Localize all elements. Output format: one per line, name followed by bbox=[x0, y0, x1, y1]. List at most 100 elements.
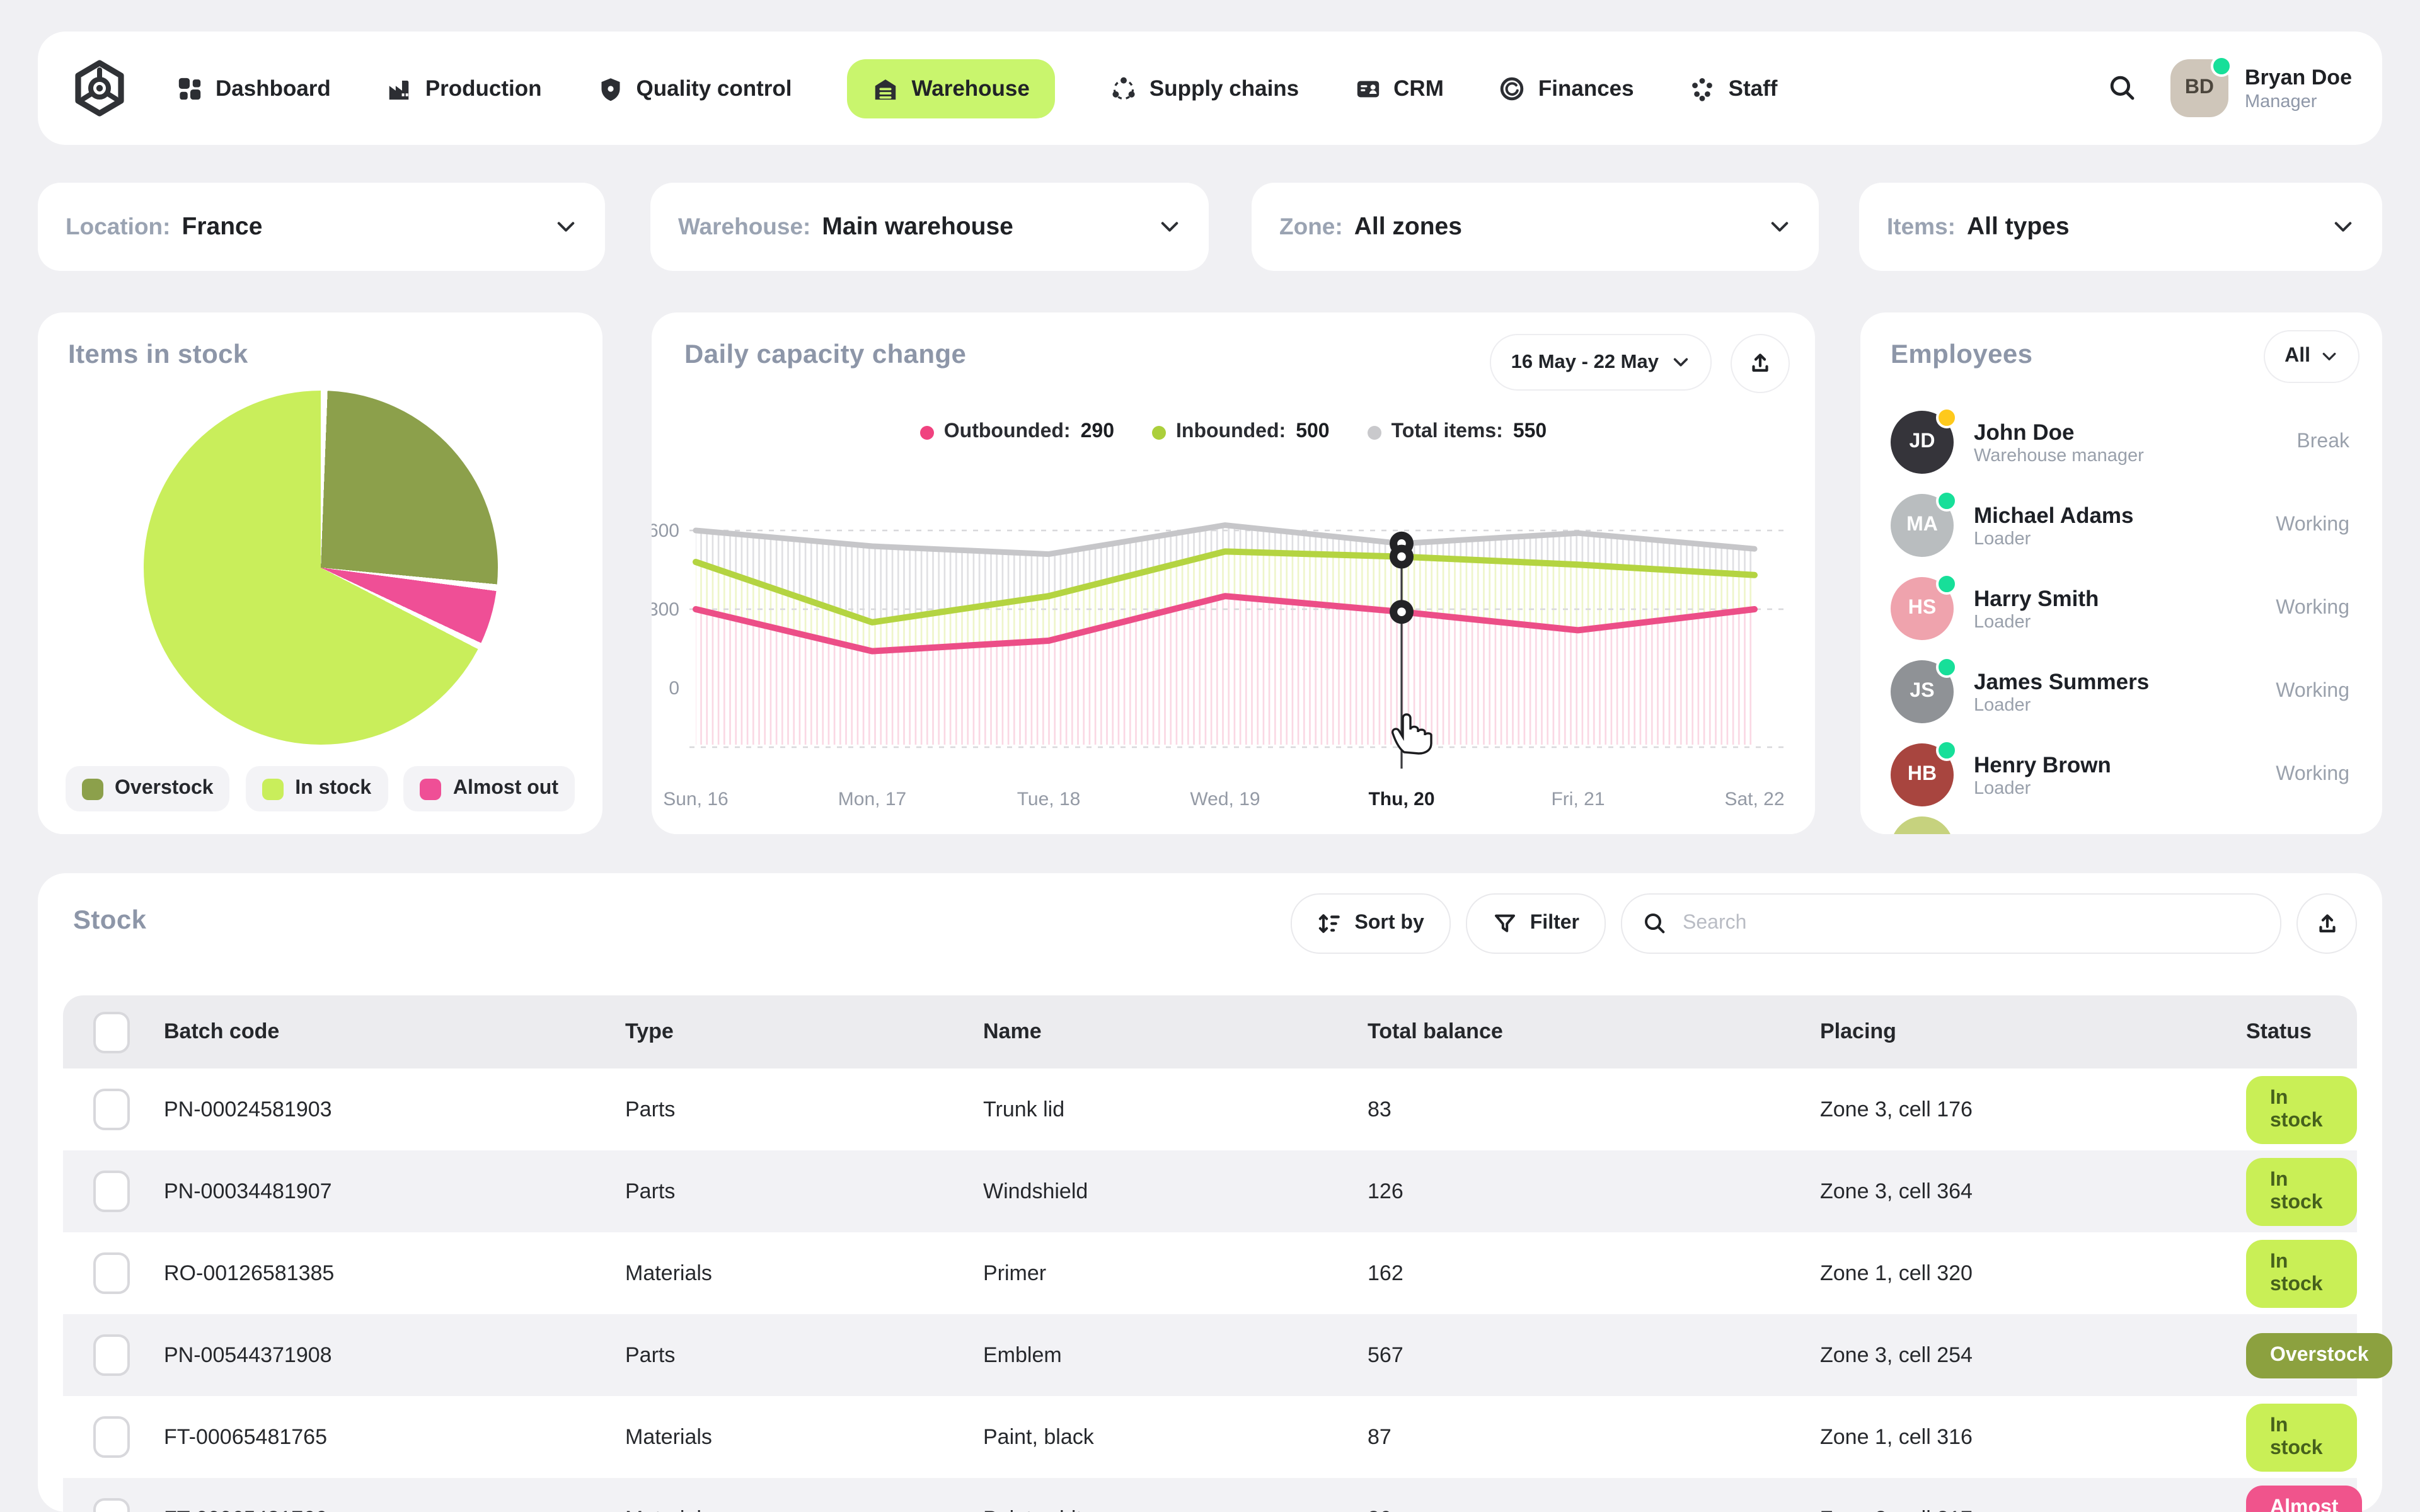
filter-value: All zones bbox=[1354, 212, 1462, 240]
nav-item-label: Dashboard bbox=[216, 75, 331, 100]
cell-name: Emblem bbox=[983, 1343, 1062, 1366]
date-range-value: 16 May - 22 May bbox=[1511, 351, 1659, 372]
cell-batch: FT-00065481765 bbox=[164, 1424, 327, 1448]
row-checkbox[interactable] bbox=[93, 1089, 130, 1130]
employee-role: Loader bbox=[1974, 612, 2031, 633]
export-table-button[interactable] bbox=[2296, 893, 2357, 954]
employees-filter-select[interactable]: All bbox=[2263, 330, 2360, 383]
row-checkbox[interactable] bbox=[93, 1334, 130, 1376]
nav-item-dashboard[interactable]: Dashboard bbox=[176, 75, 331, 101]
filter-items[interactable]: Items: All types bbox=[1859, 183, 2382, 271]
cell-balance: 126 bbox=[1368, 1179, 1403, 1203]
row-checkbox[interactable] bbox=[93, 1498, 130, 1512]
chevron-down-icon bbox=[1673, 358, 1688, 367]
filter-label: Warehouse: bbox=[678, 213, 811, 239]
cell-balance: 567 bbox=[1368, 1343, 1403, 1366]
legend-item-overstock: Overstock bbox=[66, 766, 230, 811]
select-all-checkbox[interactable] bbox=[93, 1011, 130, 1053]
nav-item-label: Quality control bbox=[636, 75, 792, 100]
stock-table: Batch code Type Name Total balance Placi… bbox=[63, 995, 2393, 1512]
cell-type: Parts bbox=[625, 1343, 676, 1366]
row-checkbox[interactable] bbox=[93, 1416, 130, 1458]
cell-batch: PN-00544371908 bbox=[164, 1343, 332, 1366]
cell-balance: 87 bbox=[1368, 1424, 1392, 1448]
nav-item-quality-control[interactable]: Quality control bbox=[597, 75, 792, 101]
table-row[interactable]: PN-00024581903 Parts Trunk lid 83 Zone 3… bbox=[63, 1068, 2357, 1150]
nav-item-warehouse[interactable]: Warehouse bbox=[847, 59, 1055, 118]
app-logo-icon[interactable] bbox=[71, 59, 129, 117]
avatar: MA bbox=[1891, 490, 1957, 557]
card-title: Daily capacity change bbox=[684, 340, 967, 369]
filter-button[interactable]: Filter bbox=[1465, 893, 1606, 954]
table-row[interactable]: FT-00065481766 Materials Paint, white 26… bbox=[63, 1478, 2363, 1512]
dashboard-icon bbox=[178, 77, 201, 100]
chevron-down-icon bbox=[1771, 222, 1789, 232]
employee-row[interactable]: HS Harry Smith Loader Working bbox=[1860, 567, 2382, 650]
status-badge: In stock bbox=[2246, 1075, 2357, 1143]
export-chart-button[interactable] bbox=[1731, 334, 1790, 393]
status-badge: In stock bbox=[2246, 1403, 2357, 1471]
row-checkbox[interactable] bbox=[93, 1171, 130, 1212]
employee-row[interactable]: JS James Summers Loader Working bbox=[1860, 650, 2382, 733]
stock-pie-chart bbox=[144, 391, 498, 745]
employee-row[interactable]: MA Michael Adams Loader Working bbox=[1860, 484, 2382, 567]
filter-value: All types bbox=[1967, 212, 2070, 240]
employee-status: Break bbox=[2296, 431, 2349, 452]
date-range-select[interactable]: 16 May - 22 May bbox=[1489, 334, 1712, 391]
employee-role: Loader bbox=[1974, 529, 2031, 550]
almostout-swatch bbox=[420, 778, 442, 799]
cell-batch: FT-00065481766 bbox=[164, 1506, 625, 1512]
user-chip[interactable]: BD Bryan Doe Manager bbox=[2170, 55, 2352, 117]
cell-type: Materials bbox=[625, 1424, 712, 1448]
nav-item-production[interactable]: Production bbox=[386, 75, 542, 101]
cell-balance: 26 bbox=[1368, 1506, 1820, 1512]
filter-warehouse[interactable]: Warehouse: Main warehouse bbox=[650, 183, 1209, 271]
card-title: Items in stock bbox=[68, 340, 248, 369]
legend-item-instock: In stock bbox=[246, 766, 388, 811]
table-row[interactable]: RO-00126581385 Materials Primer 162 Zone… bbox=[63, 1232, 2357, 1314]
filter-zone[interactable]: Zone: All zones bbox=[1252, 183, 1819, 271]
svg-text:300: 300 bbox=[652, 599, 679, 620]
sort-by-button[interactable]: Sort by bbox=[1290, 893, 1451, 954]
row-checkbox[interactable] bbox=[93, 1252, 130, 1294]
employee-row[interactable]: JD John Doe Warehouse manager Break bbox=[1860, 401, 2382, 484]
legend-inbounded: Inbounded: 500 bbox=[1152, 421, 1330, 444]
cell-balance: 162 bbox=[1368, 1261, 1403, 1285]
upload-icon bbox=[1752, 353, 1768, 372]
cell-type: Parts bbox=[625, 1179, 676, 1203]
nav-menu: Dashboard Production Quality control bbox=[176, 59, 1777, 118]
nav-item-supply-chains[interactable]: Supply chains bbox=[1110, 75, 1299, 101]
nav-item-crm[interactable]: CRM bbox=[1354, 75, 1444, 101]
nav-item-finances[interactable]: Finances bbox=[1499, 75, 1634, 101]
employee-role: Warehouse manager bbox=[1974, 446, 2144, 467]
search-icon[interactable] bbox=[2107, 73, 2138, 103]
avatar: HS bbox=[1891, 573, 1957, 640]
employee-status: Working bbox=[2276, 597, 2349, 619]
cursor-hand bbox=[1392, 713, 1432, 755]
filter-location[interactable]: Location: France bbox=[38, 183, 605, 271]
cell-name: Paint, black bbox=[983, 1424, 1094, 1448]
stock-search[interactable] bbox=[1621, 893, 2281, 954]
employee-row[interactable]: HB Henry Brown Loader Working bbox=[1860, 733, 2382, 816]
filter-label: Zone: bbox=[1279, 213, 1343, 239]
chevron-down-icon bbox=[2334, 222, 2352, 232]
presence-dot bbox=[1936, 656, 1957, 678]
table-row[interactable]: FT-00065481765 Materials Paint, black 87… bbox=[63, 1396, 2357, 1478]
warehouse-icon bbox=[875, 79, 896, 100]
chevron-down-icon bbox=[557, 222, 575, 232]
employee-status: Working bbox=[2276, 514, 2349, 536]
nav-item-staff[interactable]: Staff bbox=[1690, 75, 1777, 101]
sort-by-label: Sort by bbox=[1354, 912, 1424, 934]
card-title: Employees bbox=[1891, 340, 2033, 369]
svg-text:Mon, 17: Mon, 17 bbox=[838, 789, 906, 810]
table-row[interactable]: PN-00034481907 Parts Windshield 126 Zone… bbox=[63, 1150, 2357, 1232]
table-row[interactable]: PN-00544371908 Parts Emblem 567 Zone 3, … bbox=[63, 1314, 2393, 1396]
employee-name: Henry Brown bbox=[1974, 752, 2111, 777]
svg-text:Wed, 19: Wed, 19 bbox=[1190, 789, 1260, 810]
presence-dot bbox=[2210, 55, 2232, 77]
search-input[interactable] bbox=[1680, 911, 2260, 936]
presence-dot bbox=[1936, 490, 1957, 512]
nav-item-label: Warehouse bbox=[911, 75, 1030, 100]
capacity-line-chart[interactable]: 0 300 600 Sun, 16 Mon, 17 Tue, 18 Wed, 19 Thu, … bbox=[652, 499, 1815, 832]
legend-label: In stock bbox=[295, 777, 372, 799]
